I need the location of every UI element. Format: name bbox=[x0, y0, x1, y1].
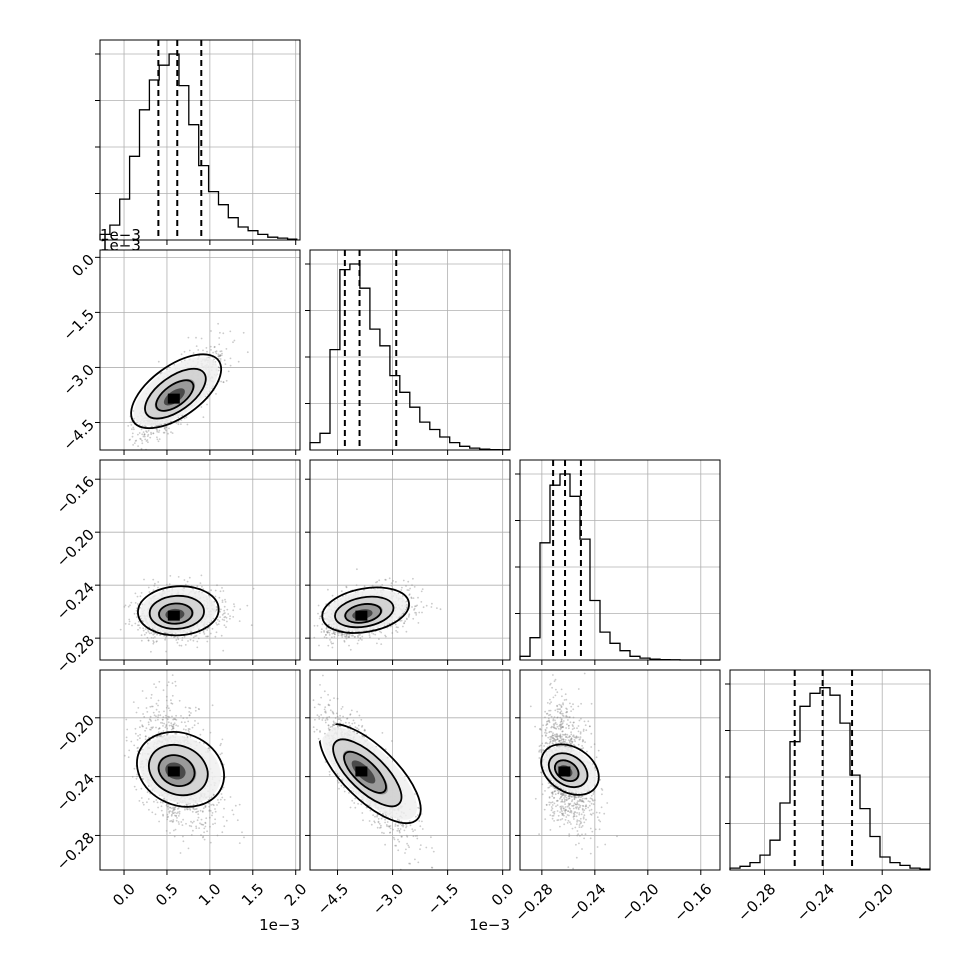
contour-line bbox=[136, 731, 225, 808]
panel-frame bbox=[519, 459, 721, 661]
density-peak bbox=[167, 610, 180, 621]
panel-frame bbox=[309, 669, 511, 871]
panel-frame bbox=[99, 459, 301, 661]
x-tick-label: 2.0 bbox=[281, 880, 311, 910]
scatter-panel: −0.28−0.24−0.20−0.16 bbox=[511, 669, 721, 925]
contour-line bbox=[553, 759, 580, 783]
contour-line bbox=[144, 367, 207, 420]
panel-frame bbox=[309, 249, 511, 451]
x-tick-label: −3.0 bbox=[369, 880, 407, 918]
panel-frame bbox=[99, 249, 301, 451]
x-tick-label: 1.0 bbox=[195, 880, 225, 910]
histogram-panel bbox=[515, 459, 721, 665]
histogram-step bbox=[729, 687, 930, 870]
x-tick-label: 0.0 bbox=[109, 880, 139, 910]
panel-frame bbox=[729, 669, 931, 871]
offset-label: 1e−3 bbox=[469, 916, 510, 934]
contour-line bbox=[157, 754, 196, 787]
contour-line bbox=[137, 585, 220, 637]
scatter-panel: −0.28 −0.24 −0.20 −0.16 bbox=[53, 459, 301, 677]
contour-line bbox=[343, 750, 387, 794]
contour-line bbox=[547, 752, 589, 789]
x-tick-label: −0.24 bbox=[793, 880, 838, 925]
histogram-step bbox=[309, 263, 510, 451]
contour-line bbox=[334, 595, 395, 629]
histogram-panel: −0.28 −0.24 −0.20 bbox=[725, 669, 931, 925]
y-tick-label: −0.24 bbox=[53, 770, 98, 815]
panel-frame bbox=[309, 459, 511, 661]
y-tick-label: −0.28 bbox=[53, 631, 98, 676]
density-peak bbox=[558, 766, 571, 777]
x-tick-label: −0.28 bbox=[734, 880, 779, 925]
x-tick-label: −0.20 bbox=[852, 880, 897, 925]
y-tick-label: −0.24 bbox=[53, 578, 98, 623]
density-peak bbox=[167, 766, 180, 777]
scatter-panel bbox=[305, 459, 511, 665]
histogram-panel: 1e−3 bbox=[95, 39, 301, 255]
scatter-panel: −4.5 −3.0 −1.5 0.0 bbox=[305, 669, 518, 919]
y-tick-label: 0.0 bbox=[68, 251, 98, 281]
y-tick-label: −4.5 bbox=[60, 416, 98, 454]
histogram-step bbox=[99, 53, 298, 240]
x-tick-label: 0.5 bbox=[152, 880, 182, 910]
x-tick-label: −0.28 bbox=[511, 880, 556, 925]
x-tick-label: −0.16 bbox=[670, 880, 715, 925]
contour-line bbox=[344, 603, 382, 624]
contour-line bbox=[148, 743, 209, 797]
y-tick-label: −3.0 bbox=[60, 361, 98, 399]
contour-line bbox=[321, 586, 410, 634]
x-tick-label: −0.20 bbox=[617, 880, 662, 925]
x-tick-label: 1.5 bbox=[238, 880, 268, 910]
contour-line bbox=[540, 743, 600, 796]
density-peak bbox=[355, 766, 368, 777]
panel-frame bbox=[99, 39, 301, 241]
x-tick-label: 0.0 bbox=[488, 880, 518, 910]
contour-line bbox=[130, 353, 223, 430]
histogram-panel bbox=[305, 249, 511, 455]
y-tick-label: −0.16 bbox=[53, 472, 98, 517]
density-peak bbox=[167, 393, 180, 404]
panel-frame bbox=[99, 669, 301, 871]
x-tick-label: −0.24 bbox=[564, 880, 609, 925]
contour-line bbox=[155, 379, 195, 412]
contour-line bbox=[148, 594, 205, 630]
x-tick-label: −1.5 bbox=[424, 880, 462, 918]
y-tick-label: −0.20 bbox=[53, 525, 98, 570]
y-tick-label: −0.20 bbox=[53, 711, 98, 756]
scatter-panel: 0.0 0.5 1.0 1.5 2.0 −0.28 −0.24 −0.20 bbox=[53, 669, 311, 910]
panel-frame bbox=[519, 669, 721, 871]
y-tick-label: −1.5 bbox=[60, 306, 98, 344]
x-tick-label: −4.5 bbox=[314, 880, 352, 918]
scatter-panel: −4.5 −3.0 −1.5 0.01e−3 bbox=[60, 226, 301, 455]
contour-line bbox=[158, 602, 194, 625]
density-peak bbox=[355, 610, 368, 621]
offset-label: 1e−3 bbox=[259, 916, 300, 934]
contour-line bbox=[332, 738, 403, 808]
offset-label: 1e−3 bbox=[100, 226, 141, 244]
y-tick-label: −0.28 bbox=[53, 829, 98, 874]
